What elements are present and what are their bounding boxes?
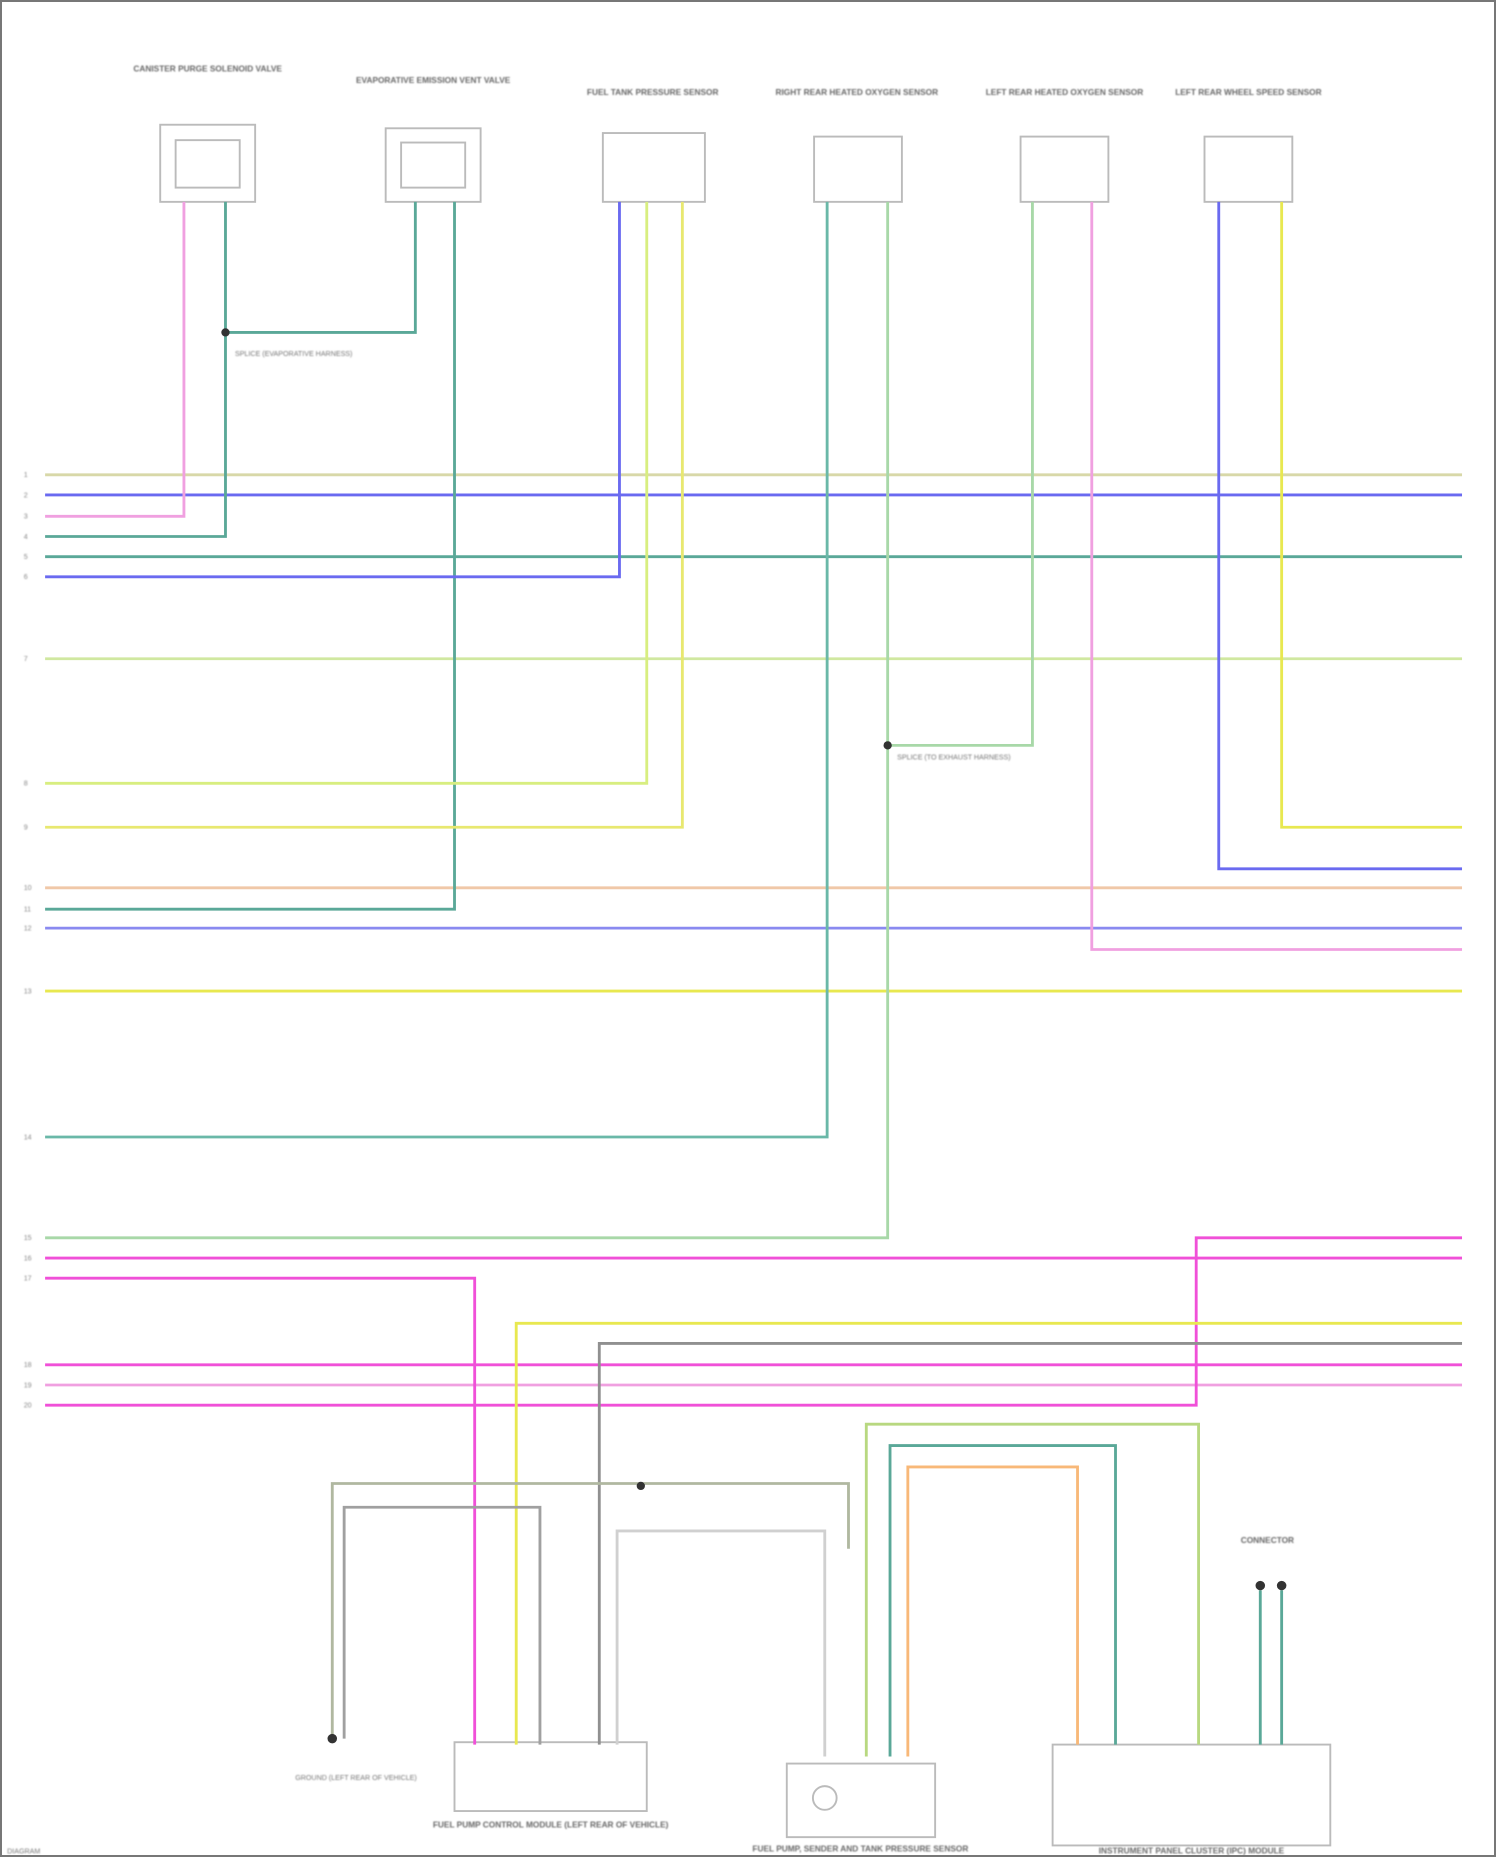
- pin-number: 1: [24, 471, 28, 479]
- wire: [1280, 201, 1463, 829]
- pin-number: 2: [24, 491, 28, 499]
- pin-number: 7: [24, 655, 28, 663]
- component-box-2: [384, 127, 482, 203]
- pin-number: 18: [24, 1361, 32, 1369]
- fuel-pump-motor-icon: [811, 1785, 838, 1811]
- pin-number: 8: [24, 780, 28, 788]
- wire: [225, 201, 417, 334]
- component-label: FUEL TANK PRESSURE SENSOR: [587, 87, 719, 97]
- component-boxes: [159, 123, 1332, 1847]
- component-box-5: [1019, 135, 1110, 203]
- footer-code: DIAGRAM: [7, 1848, 40, 1856]
- fuel-pump-module-box: [453, 1741, 648, 1812]
- wire: [887, 201, 1034, 747]
- ground-note: GROUND (LEFT REAR OF VEHICLE): [295, 1774, 417, 1782]
- wire: [45, 1236, 1463, 1407]
- splice-note: SPLICE (TO EXHAUST HARNESS): [897, 754, 1011, 762]
- component-box-4: [813, 135, 903, 203]
- wire: [45, 201, 456, 911]
- component-label: RIGHT REAR HEATED OXYGEN SENSOR: [776, 87, 939, 97]
- component-inner-2: [400, 141, 467, 189]
- component-label: FUEL PUMP, SENDER AND TANK PRESSURE SENS…: [752, 1843, 968, 1853]
- component-label: FUEL PUMP CONTROL MODULE (LEFT REAR OF V…: [433, 1820, 669, 1830]
- routed-wires: [45, 201, 1463, 1757]
- pin-number: 5: [24, 553, 28, 561]
- pin-number: 14: [24, 1133, 32, 1141]
- pin-number: 12: [24, 924, 32, 932]
- wire: [45, 201, 649, 785]
- component-box-1: [159, 123, 257, 203]
- wire: [45, 1276, 477, 1745]
- connector-pin-icon: [1276, 1580, 1287, 1591]
- splice-dot: [636, 1481, 645, 1491]
- pin-number: 3: [24, 513, 28, 521]
- splice-dot: [221, 328, 230, 337]
- pin-number: 4: [24, 533, 28, 541]
- wire: [1090, 201, 1463, 951]
- component-label: CANISTER PURGE SOLENOID VALVE: [133, 63, 282, 73]
- pin-number: 13: [24, 987, 32, 995]
- splice-note: SPLICE (EVAPORATIVE HARNESS): [235, 350, 352, 358]
- wire: [864, 1422, 1201, 1757]
- pin-number: 17: [24, 1275, 32, 1283]
- wire: [45, 201, 684, 829]
- component-label: INSTRUMENT PANEL CLUSTER (IPC) MODULE: [1099, 1846, 1285, 1856]
- wire: [45, 201, 621, 579]
- wire: [906, 1465, 1079, 1757]
- wire: [615, 1529, 827, 1757]
- pin-number: 20: [24, 1402, 32, 1410]
- component-label: CONNECTOR: [1241, 1535, 1294, 1545]
- wire: [45, 201, 890, 1240]
- component-inner-1: [174, 139, 241, 189]
- pin-number: 10: [24, 884, 32, 892]
- ipc-module-box: [1051, 1743, 1332, 1847]
- connector-pin-icon: [1255, 1580, 1266, 1591]
- pin-number: 6: [24, 573, 28, 581]
- wire: [330, 1482, 850, 1739]
- component-label: EVAPORATIVE EMISSION VENT VALVE: [356, 75, 511, 85]
- pin-number: 16: [24, 1254, 32, 1262]
- wire: [514, 1321, 1463, 1745]
- wire: [888, 1444, 1117, 1757]
- pin-number: 15: [24, 1234, 32, 1242]
- component-label: LEFT REAR HEATED OXYGEN SENSOR: [986, 87, 1144, 97]
- wire: [597, 1342, 1463, 1745]
- wire: [45, 201, 227, 538]
- ground-icon: [327, 1733, 338, 1744]
- splice-dot: [883, 741, 892, 750]
- wire: [1217, 201, 1463, 871]
- bus-wires: [45, 473, 1463, 1387]
- pin-numbers: 1 2 3 4 5 6 7 8 9 10 11 12 13 14 15 16 1…: [24, 471, 32, 1409]
- wire: [342, 1505, 542, 1745]
- fuel-sender-box: [785, 1762, 937, 1839]
- wire: [45, 201, 829, 1139]
- wire: [45, 201, 186, 518]
- component-box-6: [1203, 135, 1294, 203]
- pin-number: 19: [24, 1381, 32, 1389]
- component-label: LEFT REAR WHEEL SPEED SENSOR: [1175, 87, 1321, 97]
- component-box-3: [601, 132, 706, 203]
- pin-number: 9: [24, 824, 28, 832]
- pin-number: 11: [24, 906, 31, 914]
